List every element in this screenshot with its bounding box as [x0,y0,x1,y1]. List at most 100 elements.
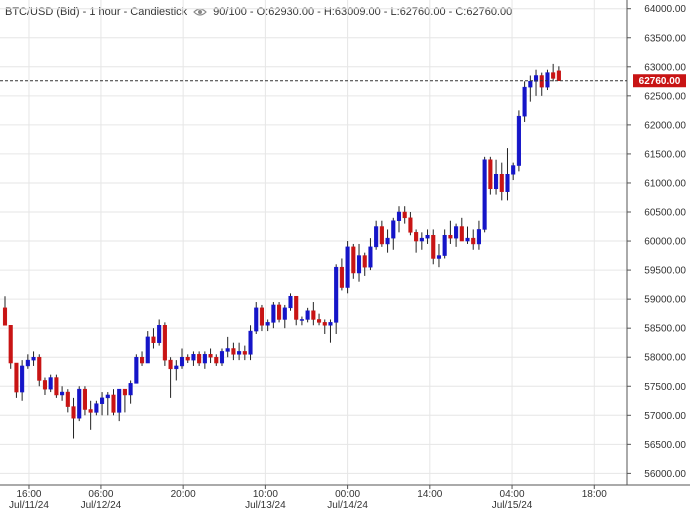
candle-up [248,330,253,355]
x-tick-date: Jul/14/24 [327,500,368,511]
candle-up [225,348,230,352]
y-tick-label: 63000.00 [644,62,686,73]
candle-down [139,356,145,364]
candle-up [145,336,150,364]
y-tick-label: 58000.00 [644,353,686,364]
candle-down [379,226,384,245]
candle-down [111,394,116,413]
candle-down [37,356,42,381]
candle-down [556,70,561,81]
y-tick-label: 60000.00 [644,237,686,248]
y-tick-label: 62500.00 [644,91,686,102]
grid-lines [0,0,627,485]
y-tick-label: 62000.00 [644,120,686,131]
x-tick-time: 10:00 [253,489,278,500]
x-tick-date: Jul/11/24 [9,500,49,511]
candle-up [385,237,390,245]
candle-up [545,72,550,88]
candle-up [522,86,527,117]
x-tick-time: 14:00 [417,489,442,500]
candle-up [465,237,470,242]
candle-up [511,165,516,175]
x-tick-time: 04:00 [500,489,525,500]
candle-up [60,391,65,396]
candle-down [88,409,93,413]
candle-up [374,226,379,248]
candle-down [231,348,236,355]
y-tick-label: 58500.00 [644,324,686,335]
candle-up [425,234,430,239]
y-tick-label: 64000.00 [644,4,686,15]
y-tick-label: 56000.00 [644,469,686,480]
candle-down [42,380,48,390]
candle-up [356,255,362,274]
candle-down [539,75,544,88]
candle-down [71,406,76,419]
candle-down [65,391,70,407]
candle-down [431,234,436,259]
candle-up [100,397,105,404]
candle-up [174,365,179,370]
candle-down [488,159,493,190]
candle-up [482,159,487,230]
x-tick-date: Jul/13/24 [245,500,286,511]
candle-down [471,237,476,245]
candle-down [82,388,87,410]
x-tick-date: Jul/15/24 [492,500,533,511]
x-tick-date: Jul/12/24 [81,500,122,511]
candle-up [265,322,270,326]
candle-up [271,304,276,323]
candle-up [20,365,25,393]
candle-down [208,354,213,358]
candle-down [459,226,464,242]
candle-down [408,217,413,233]
eye-icon[interactable] [193,7,208,17]
candle-down [168,359,173,370]
candle-up [202,354,207,364]
candle-down [197,354,202,364]
y-tick-label: 59000.00 [644,295,686,306]
candle-up [505,174,510,192]
candle-up [219,351,225,364]
candle-up [94,403,99,413]
candle-down [322,322,327,326]
y-tick-label: 61500.00 [644,149,686,160]
candle-up [454,226,459,239]
candle-up [391,220,396,239]
x-tick-time: 18:00 [582,489,607,500]
candle-down [551,72,556,79]
candle-up [128,383,133,396]
y-tick-label: 57500.00 [644,382,686,393]
x-tick-time: 16:00 [16,489,41,500]
candle-down [185,356,190,361]
candle-down [351,246,356,274]
candle-up [328,322,333,326]
candle-up [396,211,402,221]
candle-up [25,359,30,367]
candle-up [528,81,533,88]
candle-up [254,307,259,332]
candle-down [162,325,167,361]
candle-up [117,388,122,413]
candle-up [282,307,287,320]
y-tick-label: 63500.00 [644,33,686,44]
candle-up [77,388,82,419]
candle-up [476,229,481,245]
candle-up [134,356,139,384]
candle-up [368,246,373,268]
candle-down [317,319,322,323]
candle-down [294,295,299,320]
candle-up [105,394,110,399]
candle-up [237,351,242,355]
candle-up [419,237,424,242]
candle-down [259,307,264,326]
candle-up [179,356,185,367]
y-tick-label: 57000.00 [644,411,686,422]
x-tick-time: 00:00 [335,489,360,500]
y-tick-label: 61000.00 [644,178,686,189]
candle-down [54,377,59,396]
last-price-badge [633,74,686,88]
candle-down [122,388,127,396]
